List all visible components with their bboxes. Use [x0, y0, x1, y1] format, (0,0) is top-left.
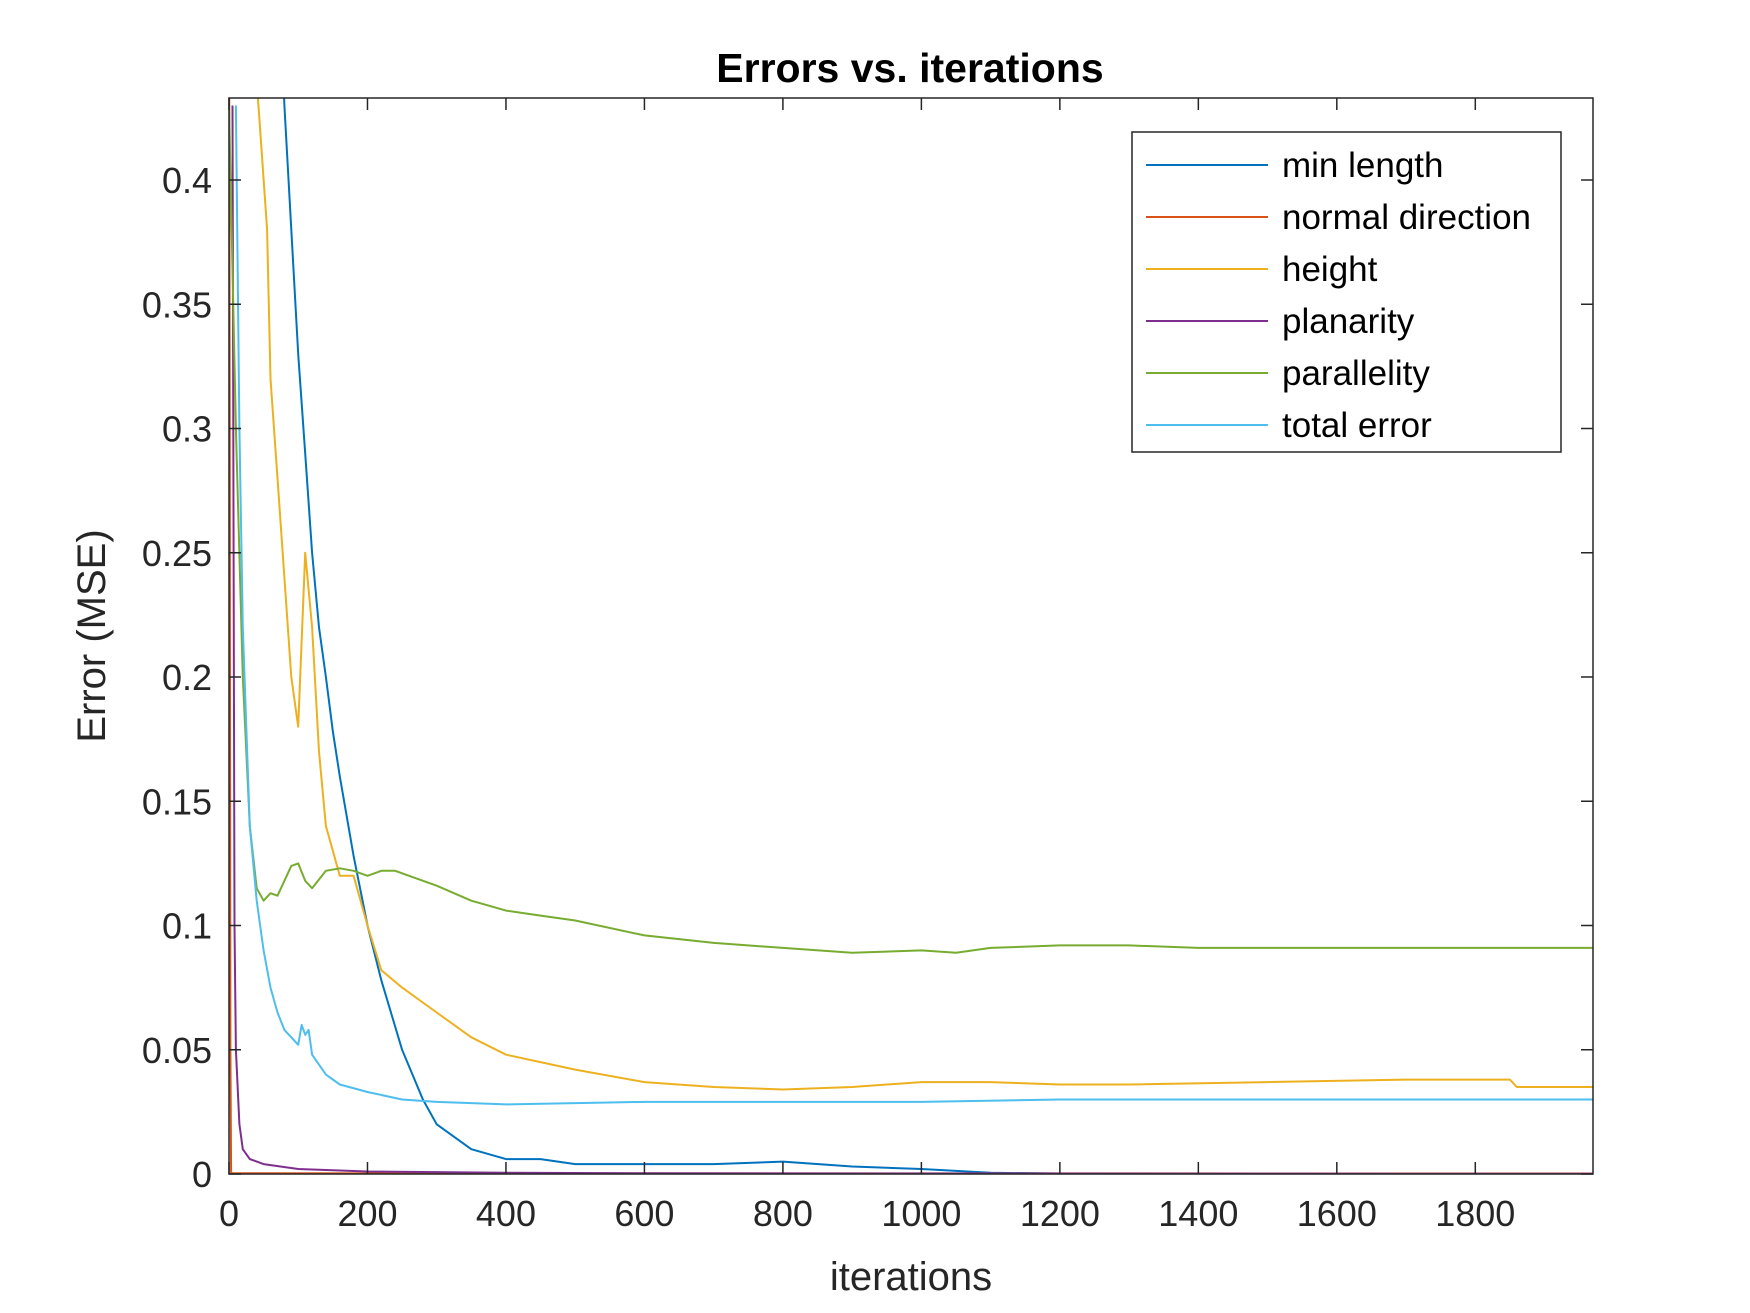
x-tick-label: 1200: [1020, 1193, 1100, 1234]
y-tick-label: 0: [192, 1154, 212, 1195]
x-tick-label: 200: [337, 1193, 397, 1234]
y-tick-label: 0.05: [142, 1030, 212, 1071]
legend-entry: planarity: [1282, 302, 1415, 341]
series-line-parallelity: [229, 105, 1593, 954]
x-tick-label: 0: [219, 1193, 239, 1234]
x-tick-label: 1600: [1297, 1193, 1377, 1234]
legend-entry: height: [1282, 250, 1378, 289]
x-tick-label: 600: [614, 1193, 674, 1234]
series-line-total-error: [234, 105, 1593, 1106]
legend-entry: normal direction: [1282, 198, 1531, 237]
x-axis: 0 200 400 600 800 1000 1200 1400 1600 1800: [219, 98, 1515, 1234]
series-line-height: [256, 98, 1593, 1091]
x-tick-label: 800: [753, 1193, 813, 1234]
x-tick-label: 400: [476, 1193, 536, 1234]
legend-entry: parallelity: [1282, 354, 1430, 393]
y-axis: 0 0.05 0.1 0.15 0.2 0.25 0.3 0.35 0.4: [142, 160, 1593, 1195]
x-tick-label: 1400: [1158, 1193, 1238, 1234]
plot-frame: [228, 97, 1594, 1175]
chart-title: Errors vs. iterations: [716, 45, 1103, 91]
legend-entry: min length: [1282, 146, 1443, 185]
x-tick-label: 1000: [881, 1193, 961, 1234]
legend-entry: total error: [1282, 406, 1432, 445]
legend-box: [1131, 131, 1562, 453]
y-tick-label: 0.4: [162, 160, 212, 201]
y-tick-label: 0.2: [162, 657, 212, 698]
y-tick-label: 0.1: [162, 906, 212, 947]
y-tick-label: 0.35: [142, 284, 212, 325]
y-tick-label: 0.3: [162, 409, 212, 450]
x-axis-label: iterations: [830, 1255, 992, 1299]
y-tick-label: 0.25: [142, 533, 212, 574]
y-axis-label: Error (MSE): [70, 529, 114, 742]
x-tick-label: 1800: [1435, 1193, 1515, 1234]
y-tick-label: 0.15: [142, 781, 212, 822]
legend: min length normal direction height planarit…: [1131, 131, 1562, 453]
